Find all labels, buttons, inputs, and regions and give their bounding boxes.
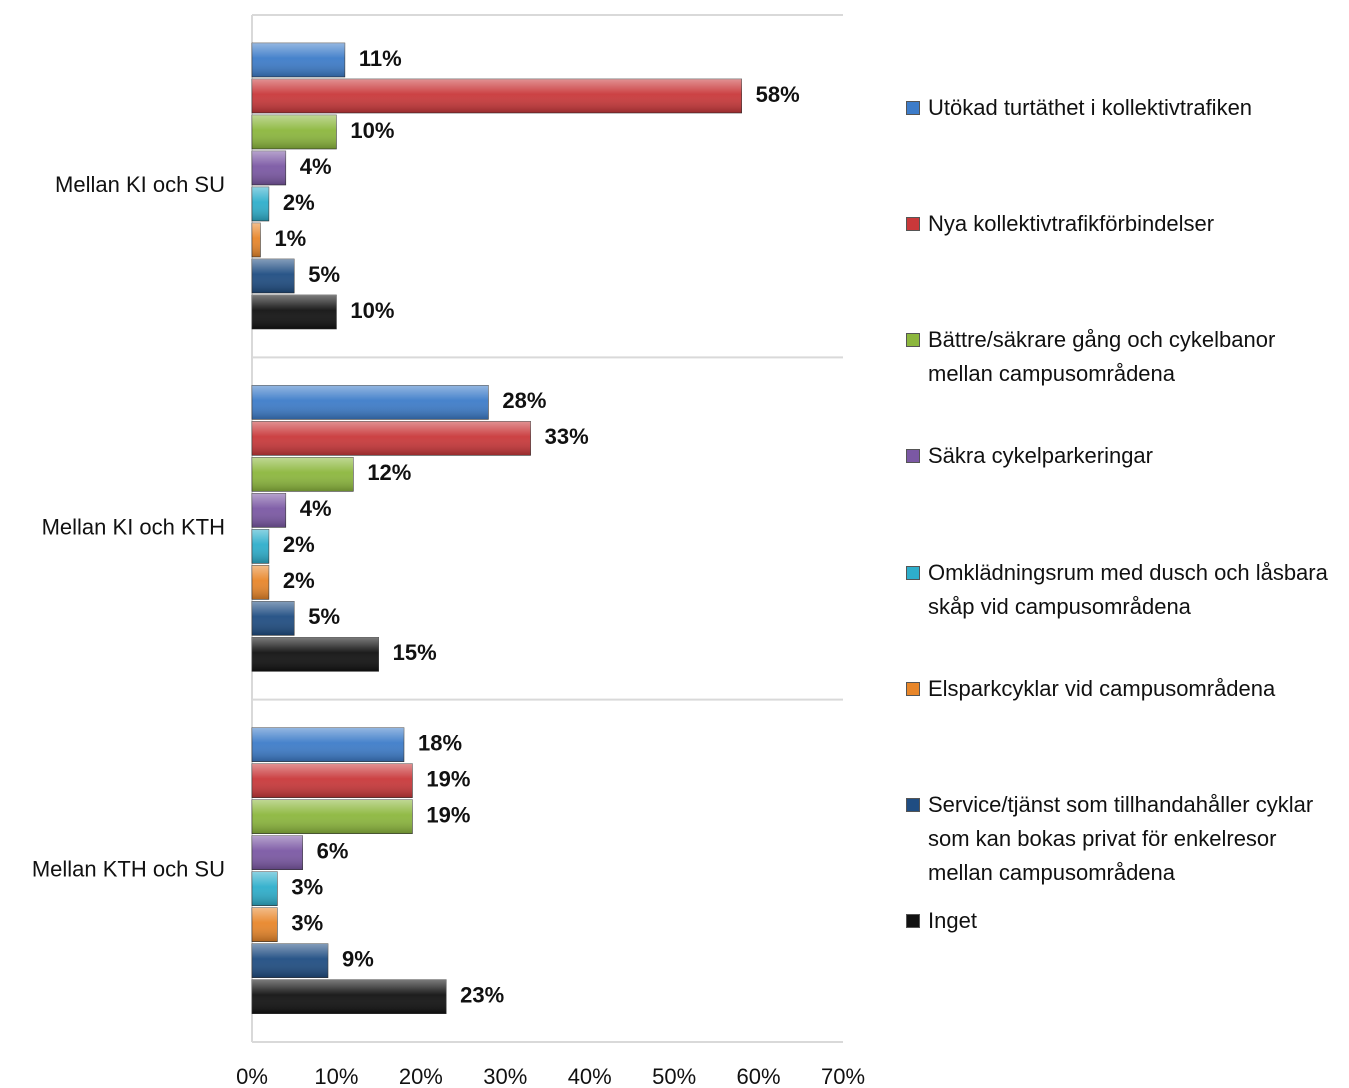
legend-entry: Utökad turtäthet i kollektivtrafiken [906, 91, 1346, 125]
legend-label: Nya kollektivtrafikförbindelser [928, 211, 1215, 236]
y-tick-label: Mellan KTH och SU [32, 857, 225, 882]
bar-shine [252, 223, 261, 257]
data-label: 9% [342, 946, 374, 971]
legend-entry: Inget [906, 904, 1346, 938]
data-label: 18% [418, 730, 462, 755]
legend-swatch [906, 798, 920, 812]
data-label: 4% [300, 154, 332, 179]
bar-shine [252, 79, 742, 113]
bar-shine [252, 871, 278, 906]
bar-shine [252, 295, 337, 329]
legend-label: Service/tjänst som tillhandahåller cykla… [928, 792, 1314, 885]
legend-swatch [906, 566, 920, 580]
y-tick-label: Mellan KI och KTH [42, 514, 225, 539]
data-label: 11% [359, 46, 402, 71]
data-label: 5% [308, 604, 340, 629]
legend-swatch [906, 101, 920, 115]
legend-entry: Nya kollektivtrafikförbindelser [906, 207, 1346, 241]
bar-shine [252, 529, 269, 564]
data-label: 3% [291, 910, 323, 935]
legend-swatch [906, 333, 920, 347]
legend-swatch [906, 449, 920, 463]
bar-shine [252, 763, 413, 798]
bar-shine [252, 799, 413, 834]
data-label: 12% [367, 460, 411, 485]
data-label: 58% [756, 82, 800, 107]
legend-label: Säkra cykelparkeringar [928, 443, 1153, 468]
data-label: 2% [283, 532, 315, 557]
data-label: 2% [283, 190, 315, 215]
bar-shine [252, 637, 379, 672]
bar-shine [252, 493, 286, 528]
data-label: 19% [426, 802, 470, 827]
data-label: 6% [317, 838, 349, 863]
bar-shine [252, 727, 404, 762]
data-label: 10% [350, 298, 394, 323]
data-label: 10% [350, 118, 394, 143]
x-tick-label: 10% [314, 1064, 358, 1088]
data-label: 4% [300, 496, 332, 521]
legend-label: Elsparkcyklar vid campusområdena [928, 676, 1276, 701]
bar-shine [252, 43, 345, 77]
legend-entry: Service/tjänst som tillhandahåller cykla… [906, 788, 1346, 890]
x-tick-label: 20% [399, 1064, 443, 1088]
data-label: 33% [545, 424, 589, 449]
legend-label: Omklädningsrum med dusch och låsbara skå… [928, 560, 1328, 619]
x-tick-label: 50% [652, 1064, 696, 1088]
legend-entry: Elsparkcyklar vid campusområdena [906, 672, 1346, 706]
bar-shine [252, 259, 295, 293]
legend-label: Utökad turtäthet i kollektivtrafiken [928, 95, 1253, 120]
legend-swatch [906, 682, 920, 696]
x-tick-label: 0% [236, 1064, 268, 1088]
legend-entry: Säkra cykelparkeringar [906, 439, 1346, 473]
data-label: 1% [274, 226, 306, 251]
bar-shine [252, 457, 354, 492]
data-label: 2% [283, 568, 315, 593]
data-label: 15% [393, 640, 437, 665]
legend-label: Inget [928, 908, 977, 933]
bar-shine [252, 115, 337, 149]
x-tick-label: 60% [737, 1064, 781, 1088]
legend-swatch [906, 217, 920, 231]
bar-shine [252, 151, 286, 185]
legend-entry: Omklädningsrum med dusch och låsbara skå… [906, 556, 1346, 624]
bar-shine [252, 601, 295, 636]
bar-shine [252, 421, 531, 456]
x-tick-label: 40% [568, 1064, 612, 1088]
data-label: 5% [308, 262, 340, 287]
legend-swatch [906, 914, 920, 928]
bar-shine [252, 979, 447, 1014]
bar-shine [252, 907, 278, 942]
bar-shine [252, 187, 269, 221]
data-label: 23% [460, 982, 504, 1007]
y-tick-label: Mellan KI och SU [55, 172, 225, 197]
data-label: 3% [291, 874, 323, 899]
bar-shine [252, 565, 269, 600]
data-label: 19% [426, 766, 470, 791]
x-tick-label: 70% [821, 1064, 865, 1088]
bar-shine [252, 835, 303, 870]
legend-entry: Bättre/säkrare gång och cykelbanor mella… [906, 323, 1346, 391]
data-label: 28% [502, 388, 546, 413]
legend-label: Bättre/säkrare gång och cykelbanor mella… [928, 327, 1276, 386]
x-tick-label: 30% [483, 1064, 527, 1088]
bar-shine [252, 943, 328, 978]
bar-shine [252, 385, 489, 420]
